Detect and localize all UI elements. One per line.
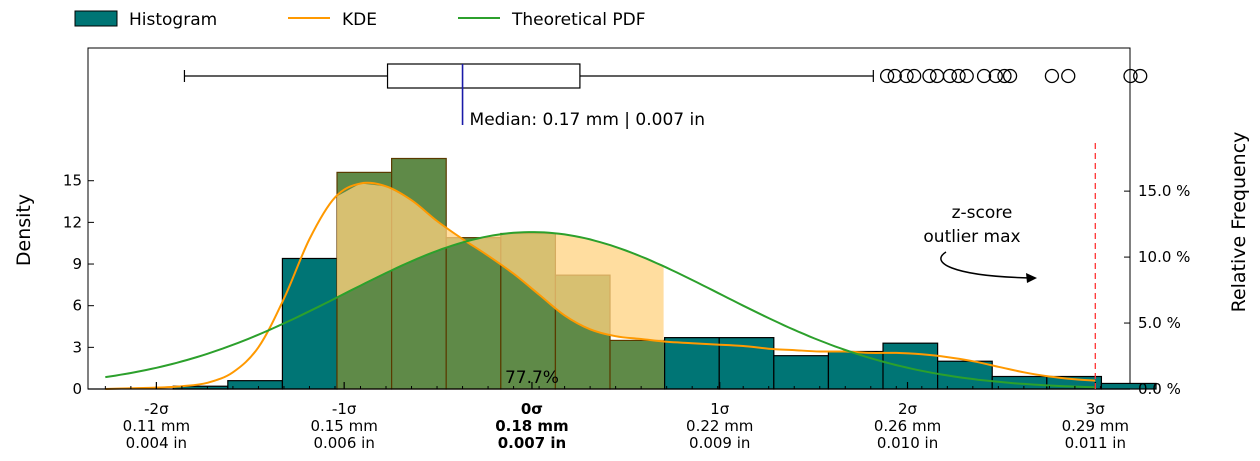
histogram-bar (664, 337, 720, 390)
boxplot-outlier (929, 68, 945, 84)
boxplot-outlier (942, 68, 958, 84)
y-tick-label-left: 12 (63, 213, 82, 231)
x-tick-sigma: 1σ (710, 400, 730, 418)
histogram-bar (609, 339, 666, 390)
y-tick-label-left: 0 (72, 380, 82, 398)
y-axis-label-right: Relative Frequency (1228, 132, 1250, 313)
kde-pdf-diff-fill (337, 183, 664, 342)
theoretical-pdf-line (105, 231, 1096, 389)
x-tick-sigma: 0σ (521, 400, 543, 418)
y-tick-label-left: 15 (63, 172, 82, 190)
y-tick-label-left: 3 (72, 338, 82, 356)
boxplot-outlier (1002, 68, 1018, 84)
x-tick-mm: 0.11 mm (123, 417, 190, 435)
x-tick-inch: 0.007 in (498, 434, 567, 452)
y-tick-label-left: 6 (72, 297, 82, 315)
percent-within-label: 77.7% (505, 368, 559, 388)
outlier-label-line2: outlier max (923, 227, 1020, 247)
kde-line (105, 181, 1096, 390)
y-tick-label-right: 0.0 % (1138, 380, 1181, 398)
y-tick-label-right: 15.0 % (1138, 182, 1190, 200)
y-tick-label-right: 5.0 % (1138, 314, 1181, 332)
boxplot-outlier (887, 68, 902, 84)
annotations: z-score outlier max 77.7% (505, 143, 1096, 389)
boxplot-outlier (1133, 68, 1148, 84)
histogram-bar (827, 350, 884, 390)
x-tick-sigma: 3σ (1086, 400, 1106, 418)
histogram-bar (227, 380, 284, 390)
boxplot-outlier (976, 68, 992, 84)
x-tick-inch: 0.004 in (126, 434, 187, 452)
legend: Histogram KDE Theoretical PDF (74, 10, 646, 30)
outlier-label-line1: z-score (952, 203, 1013, 223)
x-tick-mm: 0.22 mm (686, 417, 753, 435)
boxplot-outlier (951, 68, 966, 84)
boxplot-outlier (922, 68, 937, 84)
median-label: Median: 0.17 mm | 0.007 in (470, 110, 705, 130)
boxplot: Median: 0.17 mm | 0.007 in (183, 63, 1148, 130)
x-tick-sigma: -1σ (332, 400, 357, 418)
x-tick-sigma: 2σ (898, 400, 918, 418)
legend-swatch-histogram (74, 10, 118, 27)
histogram-bar (445, 237, 502, 390)
histogram (172, 157, 1157, 390)
outlier-arrow (940, 251, 1031, 279)
x-tick-inch: 0.011 in (1065, 434, 1126, 452)
x-tick-inch: 0.010 in (877, 434, 938, 452)
histogram-bar (281, 257, 338, 390)
boxplot-outlier (988, 68, 1003, 84)
x-tick-mm: 0.26 mm (874, 417, 941, 435)
histogram-bar (882, 342, 939, 390)
legend-label: Theoretical PDF (511, 10, 646, 30)
boxplot-box (386, 63, 581, 89)
boxplot-outlier (899, 68, 914, 84)
legend-label: Histogram (129, 10, 217, 30)
boxplot-outlier (997, 68, 1012, 84)
x-tick-mm: 0.18 mm (495, 417, 569, 435)
legend-label: KDE (342, 10, 377, 30)
boxplot-outlier (906, 68, 922, 84)
x-tick-mm: 0.29 mm (1062, 417, 1129, 435)
y-tick-label-left: 9 (72, 255, 82, 273)
x-tick-inch: 0.009 in (689, 434, 750, 452)
y-axis-label-left: Density (13, 194, 35, 266)
boxplot-outlier (1061, 68, 1076, 84)
x-tick-sigma: -2σ (144, 400, 169, 418)
boxplot-outlier (879, 68, 895, 84)
boxplot-outlier (1044, 68, 1060, 84)
x-tick-inch: 0.006 in (313, 434, 374, 452)
axes: 0 3 6 9 12 15 0.0 % 5.0 % 10.0 % 15.0 % -2σ0.11 mm… (13, 132, 1250, 452)
curves (105, 181, 1096, 390)
outlier-arrowhead (1026, 273, 1037, 283)
y-tick-label-right: 10.0 % (1138, 248, 1190, 266)
boxplot-outlier (1123, 68, 1138, 84)
x-tick-mm: 0.15 mm (310, 417, 377, 435)
histogram-bar (773, 355, 830, 390)
boxplot-outlier (959, 68, 974, 84)
